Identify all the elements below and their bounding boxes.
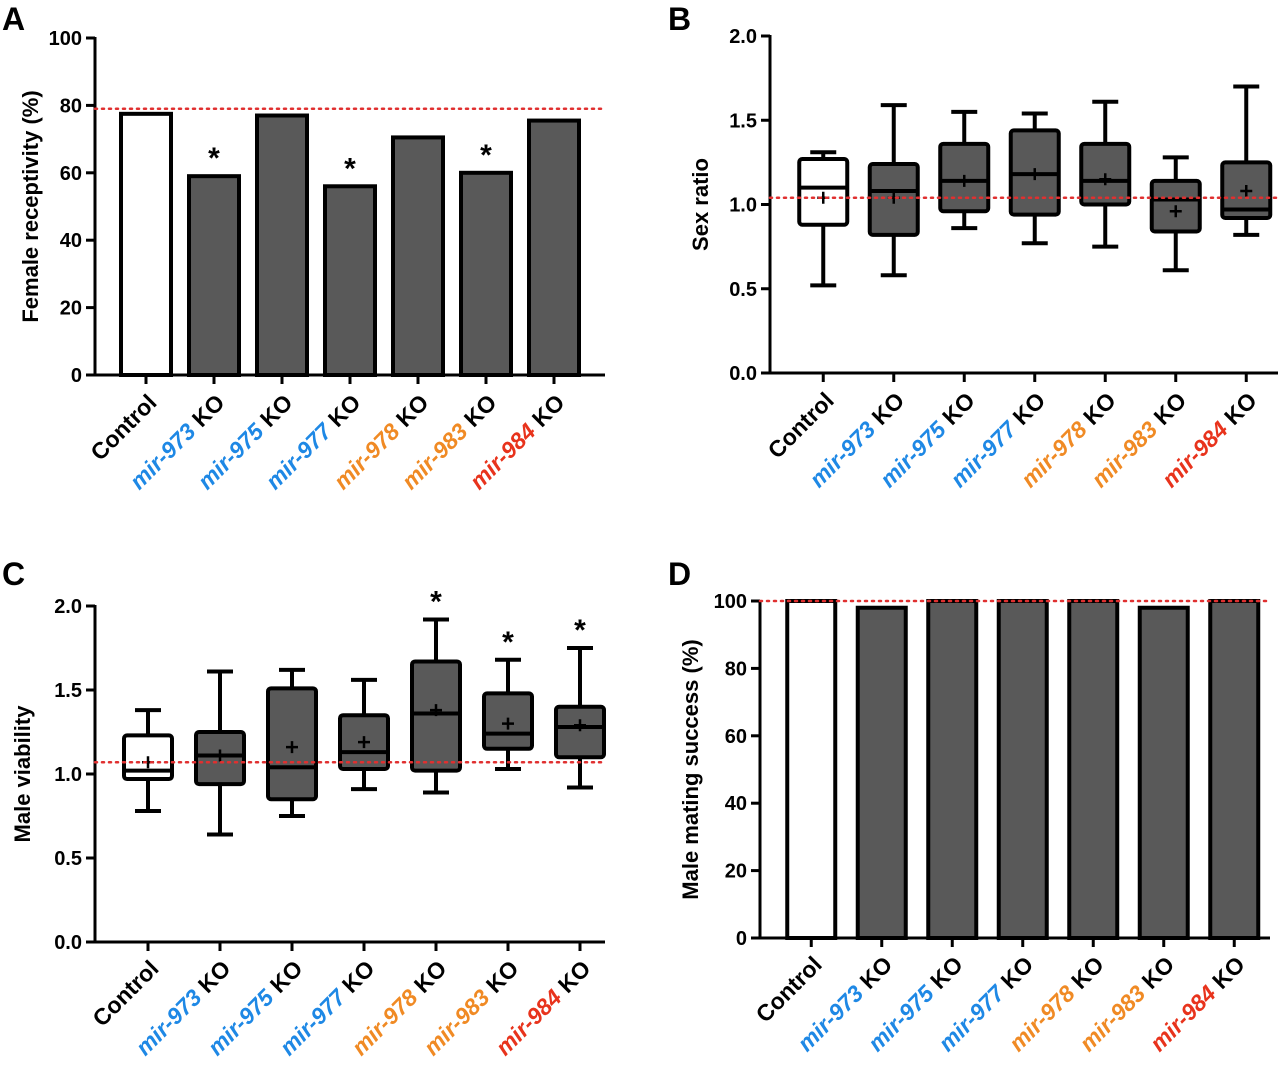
bar-control (119, 111, 173, 377)
significance-star: * (480, 139, 492, 172)
mean-marker (1028, 168, 1041, 181)
y-tick-label: 1.0 (729, 195, 757, 217)
y-tick-label: 0.5 (54, 848, 82, 870)
y-tick-label: 40 (60, 230, 82, 252)
mean-marker (502, 717, 514, 730)
panel-letter: A (2, 1, 25, 37)
y-tick-label: 80 (725, 658, 747, 680)
box-mir-975-ko (938, 109, 991, 231)
bar-mir-983-ko (1137, 605, 1190, 940)
bar-mir-975-ko (926, 599, 979, 940)
y-axis-title: Male viability (10, 705, 35, 843)
y-tick-label: 0 (736, 928, 747, 950)
category-gene-name: mir-978 (346, 984, 422, 1060)
significance-star: * (344, 152, 356, 185)
category-gene-name: mir-973 (130, 984, 206, 1060)
y-tick-label: 0 (71, 365, 82, 387)
bar-mir-977-ko (996, 599, 1049, 940)
significance-star: * (574, 614, 586, 647)
mean-marker (958, 174, 971, 187)
box-mir-984-ko (1220, 84, 1273, 237)
bar-mir-984-ko (527, 118, 581, 377)
y-tick-label: 1.0 (54, 764, 82, 786)
mean-marker (430, 704, 442, 717)
category-gene-name: mir-983 (418, 984, 494, 1060)
y-tick-label: 20 (725, 861, 747, 883)
y-tick-label: 40 (725, 793, 747, 815)
mean-marker (1169, 205, 1182, 218)
mean-marker (286, 741, 298, 754)
box-control (797, 150, 850, 288)
box-mir-983-ko (482, 657, 534, 771)
y-tick-label: 2.0 (54, 596, 82, 618)
y-tick-label: 2.0 (729, 26, 757, 48)
box-mir-977-ko (338, 677, 390, 792)
y-tick-label: 100 (714, 591, 747, 613)
mean-marker (358, 736, 370, 749)
y-tick-label: 60 (60, 163, 82, 185)
category-gene-name: mir-984 (490, 984, 566, 1060)
bar-mir-978-ko (391, 135, 445, 377)
y-tick-label: 1.5 (729, 110, 757, 132)
mean-marker (1240, 185, 1253, 198)
box-mir-975-ko (266, 667, 318, 818)
panel-letter: B (668, 1, 691, 37)
box-mir-983-ko (1149, 155, 1202, 273)
y-tick-label: 0.5 (729, 279, 757, 301)
significance-star: * (502, 626, 514, 659)
significance-star: * (208, 142, 220, 175)
bar-mir-973-ko (855, 605, 908, 940)
box-control (122, 708, 174, 813)
y-tick-label: 1.5 (54, 680, 82, 702)
bar-control (785, 599, 838, 940)
panel-letter: D (668, 556, 691, 592)
bar-mir-975-ko (255, 113, 309, 377)
y-tick-label: 0.0 (729, 363, 757, 385)
box-mir-984-ko (554, 646, 606, 790)
box-mir-978-ko (1079, 99, 1132, 249)
panel-letter: C (2, 556, 25, 592)
bar-mir-984-ko (1208, 599, 1261, 940)
box-mir-977-ko (1008, 111, 1061, 246)
significance-star: * (430, 585, 442, 618)
y-tick-label: 0.0 (54, 932, 82, 954)
y-tick-label: 60 (725, 726, 747, 748)
bar-mir-983-ko (459, 170, 513, 377)
y-tick-label: 80 (60, 95, 82, 117)
mean-marker (214, 749, 226, 762)
box-mir-973-ko (194, 669, 246, 837)
bar-mir-973-ko (187, 174, 241, 377)
y-axis-title: Sex ratio (688, 158, 713, 251)
y-tick-label: 100 (49, 28, 82, 50)
y-tick-label: 20 (60, 298, 82, 320)
y-axis-title: Female receptivity (%) (18, 90, 43, 322)
mean-marker (1099, 173, 1112, 186)
box-mir-973-ko (867, 103, 920, 278)
bar-mir-978-ko (1067, 599, 1120, 940)
bar-mir-977-ko (323, 184, 377, 377)
box-iqr (554, 704, 606, 760)
y-axis-title: Male mating success (%) (678, 639, 703, 899)
box-mir-978-ko (410, 617, 462, 795)
mean-marker (574, 719, 586, 732)
